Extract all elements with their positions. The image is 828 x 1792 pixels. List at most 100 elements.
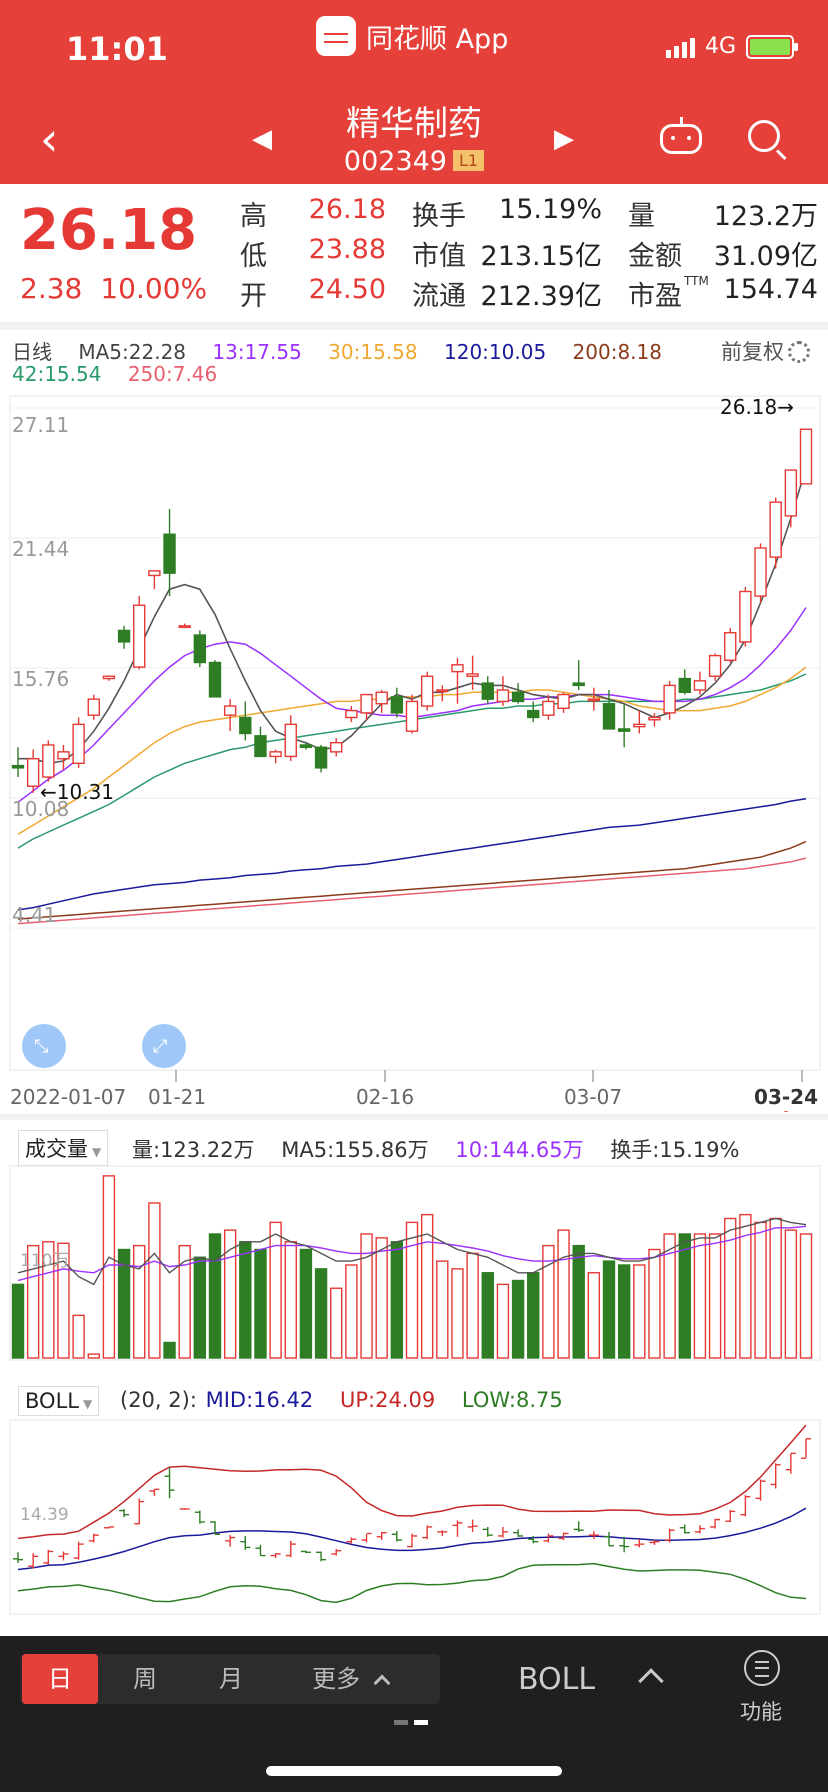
volume-bar [572,1244,585,1359]
boll-price-bar [452,1520,463,1537]
boll-price-bar [391,1531,402,1542]
amount-label: 金额 [628,241,682,272]
boll-frame [9,1419,821,1615]
boll-price-bar [376,1531,387,1541]
boll-price-bar [679,1524,690,1534]
back-button[interactable]: ‹ [40,112,59,166]
chevron-up-icon [373,1674,391,1692]
search-icon[interactable] [748,120,780,152]
level-badge: L1 [452,150,485,171]
volume-indicator-name: 成交量 [25,1137,88,1161]
quote-row-2: 低 23.88 市值 213.15亿 金额 31.09亿 [0,234,828,274]
function-label[interactable]: 功能 [740,1700,782,1724]
kline-chart[interactable]: 27.11 21.44 15.76 10.08 4.41 2022-01-07 01-21 0… [0,392,828,1112]
quote-row-1: 高 26.18 换手 15.19% 量 123.2万 [0,194,828,234]
ma120-line [17,798,807,911]
volume-bar [527,1272,540,1359]
next-stock-button[interactable]: ▶ [554,124,574,154]
candle [481,676,494,704]
ma-legend-row-1[interactable]: 日线 MA5:22.28 13:17.55 30:15.58 120:10.05… [12,336,682,365]
turnover-value: 15.19% [499,194,602,225]
tab-day[interactable]: 日 [22,1654,98,1704]
boll-price-bar [619,1536,630,1553]
boll-price-bar [710,1518,721,1529]
boll-lines [17,1424,807,1604]
volume-bar [405,1221,419,1359]
adjust-selector[interactable]: 前复权 [721,336,810,366]
stock-name: 精华制药 [346,104,482,144]
current-day-dot [783,1111,789,1112]
volume-bar [375,1237,388,1359]
candle [617,703,631,748]
candle [72,717,85,768]
boll-price-bar [194,1510,205,1524]
boll-price-bar [528,1535,539,1544]
volume-bar [390,1241,404,1359]
tab-week[interactable]: 周 [133,1665,157,1693]
quote-row-3: 开 24.50 流通 212.39亿 市盈 TTM 154.74 [0,274,828,314]
candle [587,687,601,711]
app-indicator[interactable]: 同花顺 App [316,16,508,56]
candle [527,701,540,723]
volume-bar [254,1248,267,1359]
boll-price-bar [407,1533,417,1548]
volume-bar [223,1229,237,1359]
ma200-legend: 200:8.18 [572,340,662,364]
volume-bar [57,1242,70,1359]
function-menu-icon[interactable] [744,1650,780,1686]
adjust-label: 前复权 [721,340,784,364]
compress-chart-icon[interactable] [22,1024,66,1068]
volume-bar [299,1248,313,1359]
volume-bar [466,1252,479,1359]
volume-bar [269,1221,282,1359]
volume-bar [542,1244,555,1359]
chevron-up-icon[interactable] [638,1668,664,1694]
home-indicator[interactable] [266,1766,562,1776]
candle [511,683,525,704]
expand-chart-icon[interactable] [142,1024,186,1068]
candle [57,744,70,771]
volume-legend-turnover: 换手:15.19% [610,1138,740,1162]
candle [466,655,479,690]
candle [678,669,691,695]
boll-params: (20, 2): [120,1388,197,1412]
volume-bar [481,1272,494,1359]
x-tick-label: 03-24 [754,1085,818,1109]
volume-indicator-select[interactable]: 成交量 ▼ [18,1130,109,1166]
indicator-switch[interactable]: BOLL [518,1662,596,1697]
volume-legend-ma5: MA5:155.86万 [281,1138,429,1162]
network-type: 4G [704,34,736,59]
ma200-line [17,840,807,920]
candle [269,749,282,764]
boll-price-bar [664,1528,675,1543]
y-tick-label: 21.44 [12,537,69,561]
volume-legend-ma10: 10:144.65万 [455,1138,584,1162]
volume-bar [784,1229,798,1359]
boll-chart[interactable]: 14.39 [0,1418,828,1618]
ma-legend-row-2[interactable]: 42:15.54 250:7.46 [12,362,237,386]
boll-price-bar [58,1551,69,1561]
volume-chart[interactable]: 110万 [0,1164,828,1364]
boll-price-bars [13,1438,811,1569]
x-tick-label: 02-16 [356,1085,414,1109]
tab-more[interactable]: 更多 [290,1654,410,1704]
candle [542,694,555,720]
robot-assistant-icon[interactable] [660,117,702,154]
period-tabs: 日 周 月 更多 [20,1654,440,1704]
tab-month[interactable]: 月 [219,1665,243,1693]
boll-price-bar [300,1550,311,1554]
boll-price-bar [255,1544,266,1557]
prev-stock-button[interactable]: ◀ [252,124,272,154]
volume-bar [72,1314,85,1359]
volume-ma10-line [17,1225,807,1282]
volume-bar [26,1244,40,1359]
boll-legend: (20, 2): MID:16.42 UP:24.09 LOW:8.75 [120,1388,583,1412]
ma42-legend: 42:15.54 [12,362,102,386]
volume-bar [511,1279,525,1359]
candle [633,710,646,734]
boll-indicator-select[interactable]: BOLL ▼ [18,1386,100,1416]
candle [345,706,358,723]
candle [663,680,676,720]
gear-icon[interactable] [788,341,810,363]
candle [314,744,328,773]
